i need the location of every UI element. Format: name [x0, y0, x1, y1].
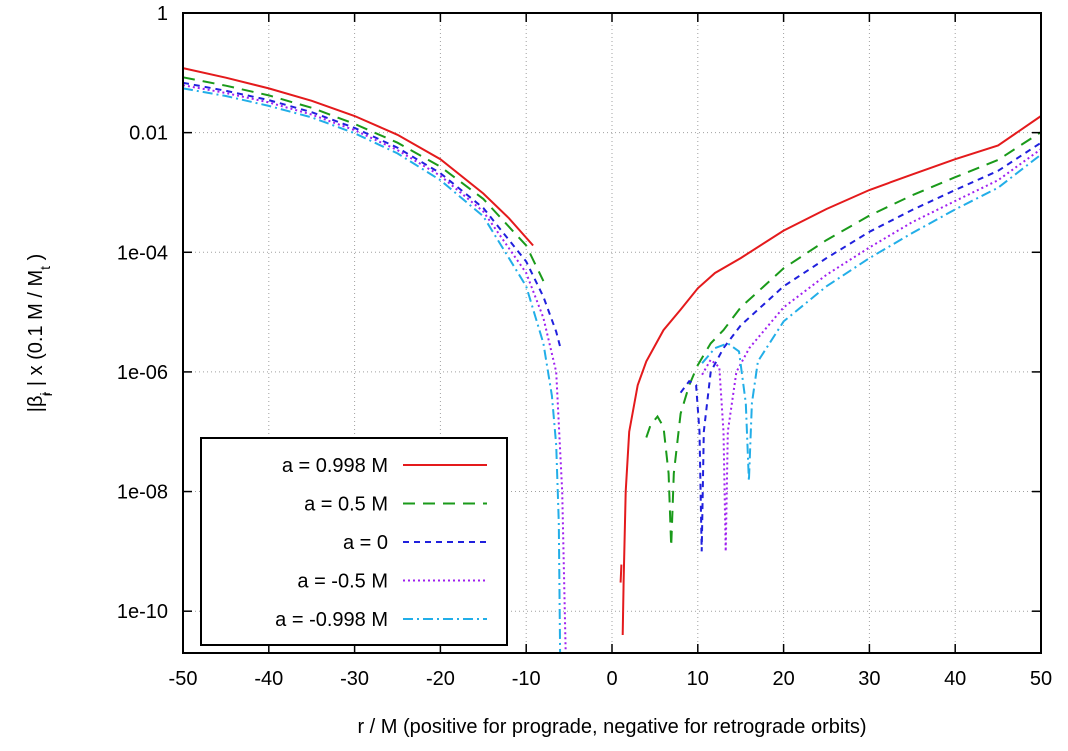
legend-label-4: a = -0.5 M — [297, 571, 388, 593]
y-tick-label: 1e-06 — [117, 362, 168, 384]
ticks-group: -50 -40 -30 -20 -10 0 10 20 30 40 50 1e-10 1e-08 1e-0… — [117, 3, 1052, 690]
y-axis-label: |βir | x (0.1 M / Mt ) — [25, 254, 55, 412]
y-label-sub-i: i — [37, 392, 53, 395]
series-line-5 — [182, 87, 562, 654]
x-tick-label: 40 — [944, 668, 966, 690]
series-line-4 — [701, 148, 1042, 552]
x-tick-label: 0 — [606, 668, 617, 690]
x-tick-label: 10 — [687, 668, 709, 690]
x-tick-label: 20 — [772, 668, 794, 690]
plot-frame — [182, 12, 1042, 654]
x-tick-label: -40 — [254, 668, 283, 690]
x-axis-label: r / M (positive for prograde, negative f… — [357, 716, 866, 738]
x-tick-label: -20 — [426, 668, 455, 690]
y-label-suffix: ) — [25, 254, 47, 266]
legend-label-2: a = 0.5 M — [304, 494, 388, 516]
series-line-5 — [701, 153, 1042, 482]
series-group — [182, 67, 1042, 654]
series-line-3 — [182, 81, 562, 349]
y-tick-label: 1 — [157, 3, 168, 25]
grid — [183, 13, 1041, 653]
legend: a = 0.998 M a = 0.5 M a = 0 a = -0.5 M a = -… — [200, 437, 508, 646]
legend-label-3: a = 0 — [343, 532, 388, 554]
series-line-2 — [182, 76, 545, 282]
y-tick-label: 0.01 — [129, 123, 168, 145]
series-line-1 — [182, 67, 534, 247]
y-tick-label: 1e-04 — [117, 242, 168, 264]
y-label-sub-r: r — [39, 391, 55, 396]
series-line-2 — [645, 131, 1042, 547]
y-tick-label: 1e-08 — [117, 482, 168, 504]
y-label-prefix: |β — [25, 396, 47, 413]
x-tick-label: 50 — [1030, 668, 1052, 690]
legend-box — [200, 437, 508, 646]
series-line-3 — [679, 141, 1042, 552]
x-tick-label: 30 — [858, 668, 880, 690]
legend-label-5: a = -0.998 M — [275, 609, 388, 631]
y-label-sub-t: t — [37, 266, 53, 270]
x-tick-label: -30 — [340, 668, 369, 690]
series-line-1 — [619, 564, 623, 583]
legend-label-1: a = 0.998 M — [282, 455, 388, 477]
x-tick-label: -50 — [169, 668, 198, 690]
y-tick-label: 1e-10 — [117, 601, 168, 623]
x-tick-label: -10 — [512, 668, 541, 690]
series-line-4 — [182, 84, 567, 654]
series-line-1 — [621, 115, 1042, 636]
y-label-middle: | x (0.1 M / M — [25, 270, 47, 392]
